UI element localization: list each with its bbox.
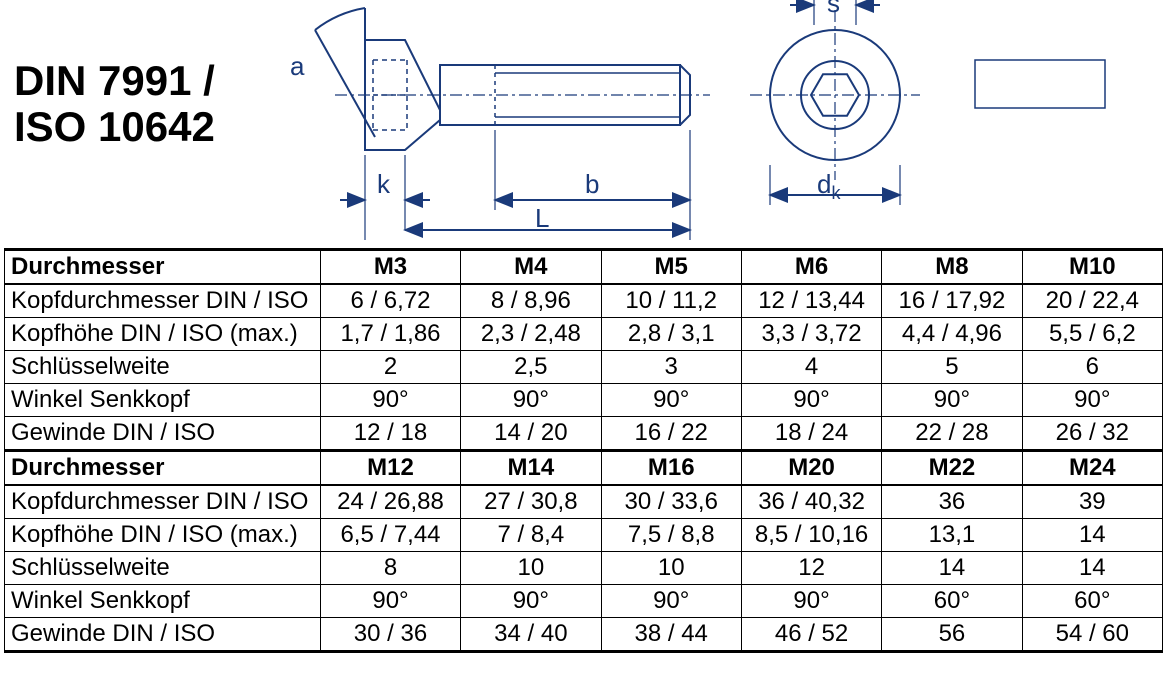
- standard-title: DIN 7991 / ISO 10642: [14, 58, 215, 150]
- value-cell: 90°: [741, 384, 881, 417]
- value-cell: 12: [741, 552, 881, 585]
- value-cell: 20 / 22,4: [1022, 284, 1162, 318]
- value-cell: 16 / 22: [601, 417, 741, 451]
- value-cell: 90°: [601, 585, 741, 618]
- row-label: Winkel Senkkopf: [5, 384, 321, 417]
- value-cell: 36 / 40,32: [741, 485, 881, 519]
- value-cell: 90°: [1022, 384, 1162, 417]
- row-label: Schlüsselweite: [5, 351, 321, 384]
- row-label: Kopfdurchmesser DIN / ISO: [5, 284, 321, 318]
- value-cell: 36: [882, 485, 1022, 519]
- header-size: M10: [1022, 250, 1162, 285]
- value-cell: 22 / 28: [882, 417, 1022, 451]
- header-size: M5: [601, 250, 741, 285]
- value-cell: 6,5 / 7,44: [320, 519, 460, 552]
- value-cell: 13,1: [882, 519, 1022, 552]
- label-L: L: [535, 203, 549, 233]
- value-cell: 8: [320, 552, 460, 585]
- label-b: b: [585, 169, 599, 199]
- title-line-1: DIN 7991 /: [14, 58, 215, 104]
- value-cell: 8,5 / 10,16: [741, 519, 881, 552]
- label-dk: dk: [817, 169, 841, 203]
- value-cell: 30 / 36: [320, 618, 460, 652]
- value-cell: 90°: [461, 384, 601, 417]
- value-cell: 90°: [320, 384, 460, 417]
- value-cell: 5,5 / 6,2: [1022, 318, 1162, 351]
- diagram-svg: a k b L s dk: [295, 5, 1155, 245]
- row-label: Kopfhöhe DIN / ISO (max.): [5, 519, 321, 552]
- value-cell: 14: [1022, 552, 1162, 585]
- row-label: Kopfhöhe DIN / ISO (max.): [5, 318, 321, 351]
- value-cell: 56: [882, 618, 1022, 652]
- value-cell: 8 / 8,96: [461, 284, 601, 318]
- label-k: k: [377, 169, 391, 199]
- value-cell: 7 / 8,4: [461, 519, 601, 552]
- value-cell: 46 / 52: [741, 618, 881, 652]
- header-label: Durchmesser: [5, 451, 321, 486]
- row-label: Gewinde DIN / ISO: [5, 417, 321, 451]
- value-cell: 12 / 13,44: [741, 284, 881, 318]
- value-cell: 24 / 26,88: [320, 485, 460, 519]
- value-cell: 2,5: [461, 351, 601, 384]
- value-cell: 1,7 / 1,86: [320, 318, 460, 351]
- label-a: a: [290, 51, 305, 81]
- value-cell: 90°: [882, 384, 1022, 417]
- value-cell: 27 / 30,8: [461, 485, 601, 519]
- value-cell: 3: [601, 351, 741, 384]
- value-cell: 60°: [1022, 585, 1162, 618]
- row-label: Kopfdurchmesser DIN / ISO: [5, 485, 321, 519]
- value-cell: 10 / 11,2: [601, 284, 741, 318]
- value-cell: 14: [1022, 519, 1162, 552]
- value-cell: 18 / 24: [741, 417, 881, 451]
- value-cell: 16 / 17,92: [882, 284, 1022, 318]
- label-s: s: [827, 0, 840, 18]
- value-cell: 90°: [461, 585, 601, 618]
- value-cell: 34 / 40: [461, 618, 601, 652]
- header-size: M14: [461, 451, 601, 486]
- value-cell: 90°: [601, 384, 741, 417]
- header-size: M20: [741, 451, 881, 486]
- header-label: Durchmesser: [5, 250, 321, 285]
- value-cell: 7,5 / 8,8: [601, 519, 741, 552]
- dimension-table: DurchmesserM3M4M5M6M8M10Kopfdurchmesser …: [4, 248, 1163, 653]
- value-cell: 3,3 / 3,72: [741, 318, 881, 351]
- header-size: M12: [320, 451, 460, 486]
- header-size: M6: [741, 250, 881, 285]
- header-size: M8: [882, 250, 1022, 285]
- value-cell: 10: [601, 552, 741, 585]
- value-cell: 12 / 18: [320, 417, 460, 451]
- spec-table: DurchmesserM3M4M5M6M8M10Kopfdurchmesser …: [4, 248, 1163, 653]
- value-cell: 6: [1022, 351, 1162, 384]
- header-size: M22: [882, 451, 1022, 486]
- value-cell: 14 / 20: [461, 417, 601, 451]
- header-size: M16: [601, 451, 741, 486]
- header-size: M3: [320, 250, 460, 285]
- value-cell: 4: [741, 351, 881, 384]
- value-cell: 2,3 / 2,48: [461, 318, 601, 351]
- value-cell: 2,8 / 3,1: [601, 318, 741, 351]
- value-cell: 14: [882, 552, 1022, 585]
- value-cell: 39: [1022, 485, 1162, 519]
- value-cell: 10: [461, 552, 601, 585]
- value-cell: 26 / 32: [1022, 417, 1162, 451]
- value-cell: 4,4 / 4,96: [882, 318, 1022, 351]
- value-cell: 2: [320, 351, 460, 384]
- value-cell: 54 / 60: [1022, 618, 1162, 652]
- header-size: M24: [1022, 451, 1162, 486]
- value-cell: 5: [882, 351, 1022, 384]
- value-cell: 30 / 33,6: [601, 485, 741, 519]
- value-cell: 6 / 6,72: [320, 284, 460, 318]
- value-cell: 60°: [882, 585, 1022, 618]
- row-label: Schlüsselweite: [5, 552, 321, 585]
- row-label: Gewinde DIN / ISO: [5, 618, 321, 652]
- screw-diagram: a k b L s dk: [295, 5, 1155, 245]
- title-line-2: ISO 10642: [14, 104, 215, 150]
- value-cell: 90°: [320, 585, 460, 618]
- value-cell: 90°: [741, 585, 881, 618]
- row-label: Winkel Senkkopf: [5, 585, 321, 618]
- value-cell: 38 / 44: [601, 618, 741, 652]
- header-size: M4: [461, 250, 601, 285]
